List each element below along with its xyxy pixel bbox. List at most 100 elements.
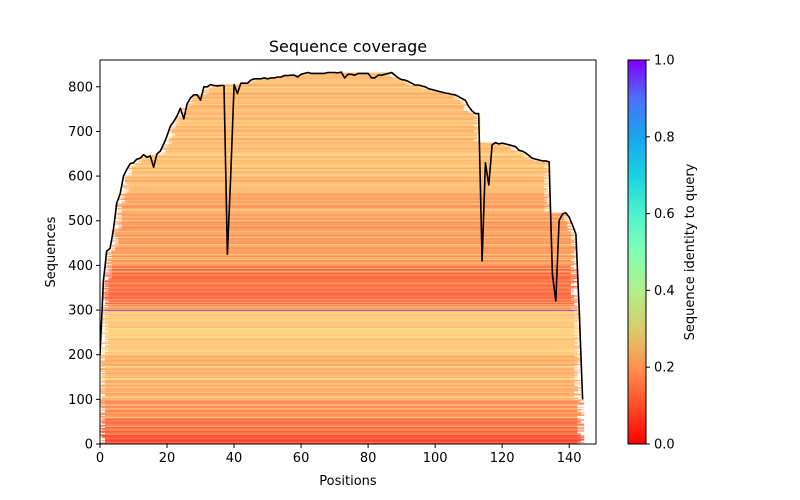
sequence-row — [165, 140, 474, 141]
sequence-row — [168, 142, 498, 144]
sequence-row — [108, 306, 571, 307]
sequence-row — [185, 106, 464, 107]
sequence-row — [259, 78, 394, 80]
sequence-row — [105, 423, 585, 424]
sequence-row — [100, 385, 575, 387]
sequence-row — [101, 312, 578, 313]
sequence-row — [168, 147, 518, 149]
sequence-row — [108, 281, 571, 283]
sequence-row — [105, 335, 581, 336]
sequence-row — [125, 192, 551, 193]
sequence-row — [168, 129, 477, 130]
sequence-row — [135, 164, 545, 165]
sequence-row — [165, 151, 524, 153]
sequence-row — [101, 325, 581, 327]
sequence-row — [100, 431, 585, 432]
sequence-row — [202, 91, 441, 93]
sequence-row — [100, 388, 578, 390]
y-tick-label: 800 — [68, 80, 93, 95]
sequence-row — [185, 111, 471, 112]
sequence-row — [101, 287, 575, 289]
sequence-row — [125, 178, 551, 180]
sequence-row — [105, 295, 571, 297]
sequence-row — [105, 334, 581, 335]
sequence-row — [108, 338, 578, 339]
sequence-row — [175, 124, 474, 125]
sequence-row — [121, 226, 571, 228]
sequence-row — [175, 123, 481, 124]
sequence-row — [282, 75, 390, 77]
sequence-row — [100, 414, 581, 416]
sequence-row — [111, 276, 578, 277]
sequence-row — [121, 225, 568, 226]
colorbar-tick-label: 0.4 — [654, 284, 675, 299]
sequence-row — [105, 314, 575, 316]
sequence-row — [108, 350, 575, 351]
sequence-row — [108, 327, 575, 328]
sequence-row — [105, 405, 578, 407]
sequence-row — [249, 82, 404, 83]
sequence-row — [192, 100, 461, 101]
sequence-row — [178, 120, 481, 121]
sequence-row — [108, 302, 578, 303]
sequence-row — [105, 260, 571, 261]
sequence-row — [128, 183, 545, 185]
sequence-row — [162, 147, 511, 148]
sequence-row — [101, 326, 578, 328]
sequence-row — [168, 127, 477, 128]
sequence-row — [202, 92, 441, 94]
sequence-row — [100, 426, 578, 428]
sequence-row — [108, 324, 578, 325]
sequence-row — [105, 303, 575, 304]
sequence-row — [105, 337, 578, 338]
sequence-row — [105, 320, 581, 321]
sequence-row — [100, 425, 578, 427]
sequence-row — [100, 368, 575, 370]
sequence-row — [138, 162, 548, 164]
sequence-row — [192, 95, 457, 96]
sequence-row — [121, 204, 551, 205]
sequence-row — [108, 278, 575, 280]
sequence-row — [121, 218, 568, 220]
sequence-row — [100, 405, 578, 406]
sequence-row — [101, 435, 585, 436]
sequence-row — [105, 263, 578, 264]
sequence-row — [245, 83, 407, 85]
sequence-row — [101, 343, 578, 344]
sequence-row — [242, 84, 407, 85]
sequence-row — [202, 90, 434, 92]
sequence-row — [100, 417, 578, 418]
sequence-row — [105, 440, 578, 442]
sequence-row — [202, 89, 434, 91]
sequence-row — [111, 255, 575, 257]
sequence-row — [115, 221, 571, 222]
sequence-row — [125, 200, 548, 201]
sequence-row — [108, 344, 575, 345]
sequence-row — [212, 86, 421, 87]
sequence-row — [108, 315, 578, 316]
sequence-row — [105, 323, 575, 325]
sequence-row — [125, 180, 548, 182]
sequence-row — [105, 303, 575, 305]
sequence-row — [202, 94, 451, 95]
sequence-row — [105, 353, 581, 354]
sequence-row — [100, 362, 578, 363]
sequence-row — [118, 193, 551, 195]
sequence-row — [182, 108, 464, 109]
sequence-row — [105, 415, 585, 416]
sequence-row — [121, 193, 548, 195]
sequence-row — [242, 83, 414, 84]
sequence-row — [195, 98, 457, 100]
sequence-row — [101, 435, 578, 437]
sequence-row — [125, 181, 551, 182]
sequence-row — [100, 443, 578, 444]
sequence-row — [101, 373, 575, 374]
sequence-row — [101, 429, 578, 430]
sequence-row — [195, 102, 464, 103]
sequence-row — [172, 129, 481, 131]
colorbar-tick-label: 0.2 — [654, 361, 675, 376]
sequence-row — [135, 166, 545, 168]
sequence-row — [175, 120, 481, 122]
sequence-row — [101, 364, 575, 366]
